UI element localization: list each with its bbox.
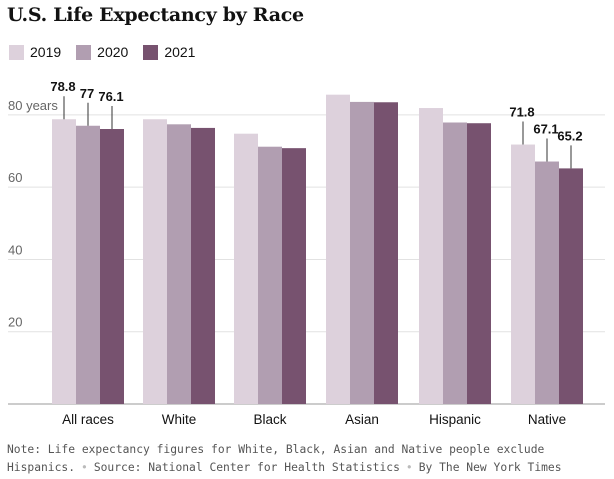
y-tick-label-20: 20	[8, 315, 22, 330]
legend: 2019 2020 2021	[9, 44, 210, 60]
y-tick-label-60: 60	[8, 170, 22, 185]
bar-hispanic-2021	[467, 123, 491, 404]
bar-black-2021	[282, 148, 306, 404]
bar-hispanic-2019	[419, 108, 443, 404]
y-tick-label-40: 40	[8, 242, 22, 257]
legend-swatch-2020	[76, 44, 92, 60]
bar-white-2020	[167, 124, 191, 405]
separator-dot: •	[81, 461, 88, 474]
legend-item-2020: 2020	[76, 44, 128, 60]
footer-source: Source: National Center for Health Stati…	[93, 461, 400, 474]
footer-credit: By The New York Times	[418, 461, 562, 474]
x-tick-label-black: Black	[253, 412, 286, 427]
y-tick-label-80: 80 years	[8, 98, 58, 113]
legend-label-2021: 2021	[164, 44, 196, 60]
legend-item-2021: 2021	[143, 44, 195, 60]
legend-item-2019: 2019	[9, 44, 61, 60]
legend-label-2020: 2020	[97, 44, 129, 60]
x-tick-label-all-races: All races	[62, 412, 114, 427]
bar-chart: 20 40 60 80 years All races White Black Asian Hi…	[8, 79, 605, 427]
legend-label-2019: 2019	[30, 44, 62, 60]
bar-white-2019	[143, 119, 167, 404]
data-label-native-2020: 67.1	[533, 122, 558, 137]
separator-dot: •	[405, 461, 413, 474]
footer-note: Note: Life expectancy figures for White,…	[7, 443, 545, 474]
bar-white-2021	[191, 127, 215, 404]
bar-asian-2020	[350, 101, 374, 405]
bar-all-races-2019	[52, 119, 76, 404]
data-label-native-2021: 65.2	[557, 128, 582, 143]
x-tick-label-native: Native	[528, 412, 566, 427]
bar-asian-2019	[326, 94, 350, 404]
bar-black-2020	[258, 146, 282, 404]
x-tick-label-hispanic: Hispanic	[429, 412, 481, 427]
legend-swatch-2021	[143, 44, 159, 60]
x-tick-label-asian: Asian	[345, 412, 379, 427]
bar-black-2019	[234, 133, 258, 404]
legend-swatch-2019	[9, 44, 24, 60]
bar-hispanic-2020	[443, 122, 467, 404]
bar-native-2021	[559, 168, 583, 404]
data-label-all-races-2020: 77	[80, 86, 94, 101]
chart-title: U.S. Life Expectancy by Race	[7, 4, 304, 26]
x-tick-label-white: White	[162, 412, 197, 427]
data-label-native-2019: 71.8	[509, 105, 534, 120]
chart-footer: Note: Life expectancy figures for White,…	[7, 441, 607, 477]
bar-all-races-2020	[76, 125, 100, 404]
bar-native-2020	[535, 161, 559, 404]
data-label-all-races-2019: 78.8	[50, 79, 75, 94]
bar-all-races-2021	[100, 129, 124, 405]
data-label-all-races-2021: 76.1	[98, 89, 123, 104]
bar-native-2019	[511, 144, 535, 405]
bar-asian-2021	[374, 102, 398, 405]
